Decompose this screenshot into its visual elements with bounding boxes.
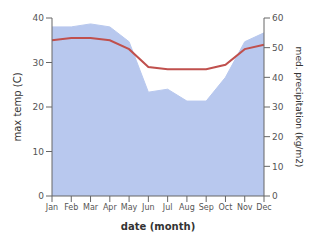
svg-text:Aug: Aug [179, 203, 195, 212]
svg-text:50: 50 [272, 43, 284, 53]
svg-text:60: 60 [272, 13, 284, 23]
svg-text:max temp (C): max temp (C) [12, 72, 23, 141]
svg-text:Mar: Mar [83, 203, 99, 212]
svg-text:10: 10 [33, 147, 45, 157]
svg-text:40: 40 [33, 13, 45, 23]
svg-text:Jul: Jul [162, 203, 173, 212]
svg-text:Sep: Sep [199, 203, 214, 212]
svg-text:date (month): date (month) [121, 221, 195, 232]
svg-text:10: 10 [272, 162, 284, 172]
svg-text:Feb: Feb [64, 203, 78, 212]
svg-text:Jan: Jan [45, 203, 58, 212]
svg-text:Dec: Dec [256, 203, 271, 212]
svg-text:med. precipitation (kg/m2): med. precipitation (kg/m2) [294, 47, 304, 168]
svg-text:20: 20 [33, 102, 45, 112]
svg-text:30: 30 [33, 58, 45, 68]
svg-text:Nov: Nov [237, 203, 253, 212]
svg-text:Oct: Oct [219, 203, 233, 212]
svg-text:40: 40 [272, 73, 284, 83]
svg-text:Jun: Jun [141, 203, 155, 212]
svg-text:May: May [121, 203, 138, 212]
svg-text:Apr: Apr [103, 203, 118, 212]
svg-text:0: 0 [38, 191, 44, 201]
svg-text:20: 20 [272, 132, 284, 142]
svg-text:0: 0 [272, 191, 278, 201]
svg-text:30: 30 [272, 102, 284, 112]
